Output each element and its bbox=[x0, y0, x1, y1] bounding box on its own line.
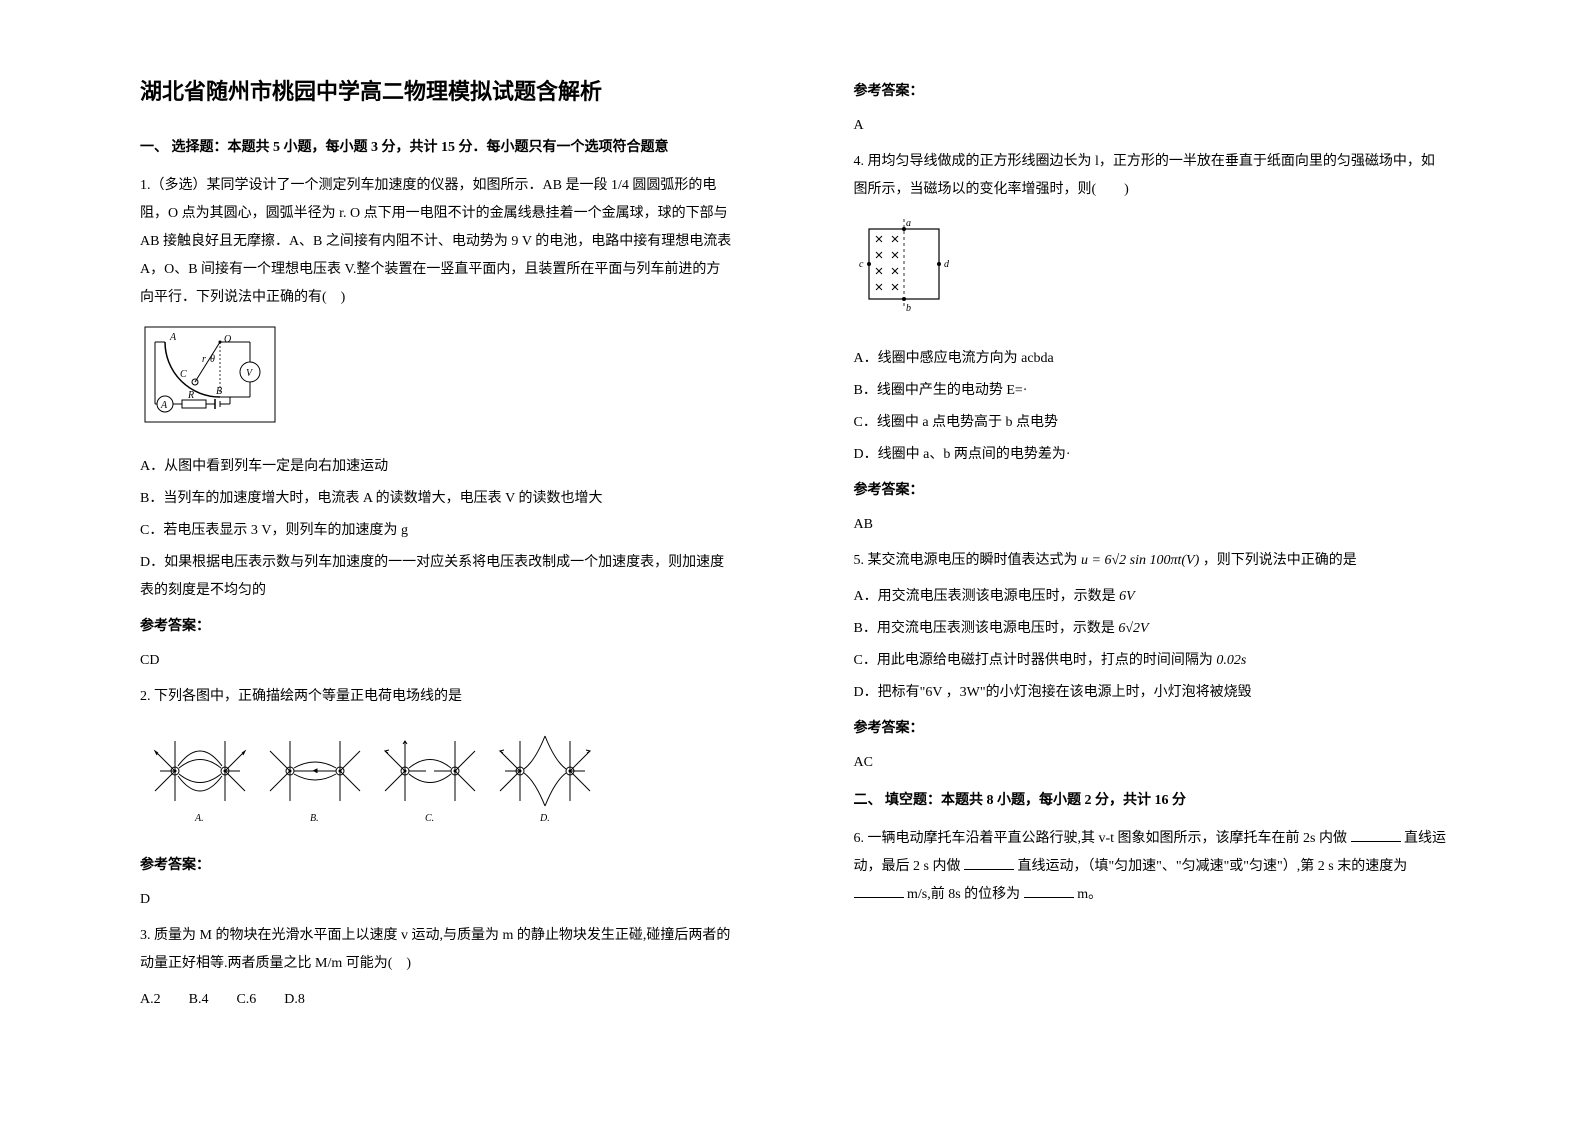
q2-stem: 2. 下列各图中，正确描绘两个等量正电荷电场线的是 bbox=[140, 683, 734, 711]
q3-opts: A.2 B.4 C.6 D.8 bbox=[140, 986, 734, 1014]
q3-answer-label: 参考答案： bbox=[854, 78, 1448, 106]
page-title: 湖北省随州市桃园中学高二物理模拟试题含解析 bbox=[140, 70, 734, 114]
label-C: C bbox=[180, 369, 187, 380]
q5-stem-prefix: 5. 某交流电源电压的瞬时值表达式为 bbox=[854, 553, 1082, 568]
q2-answer-label: 参考答案： bbox=[140, 852, 734, 880]
q5-optA: A．用交流电压表测该电源电压时，示数是 6V bbox=[854, 583, 1448, 611]
q5-optA-val: 6V bbox=[1119, 589, 1135, 604]
q4-optB: B．线圈中产生的电动势 E=· bbox=[854, 377, 1448, 405]
q4-figure: a b c d bbox=[854, 214, 1448, 335]
label-B: B bbox=[216, 386, 222, 397]
q4-optC: C．线圈中 a 点电势高于 b 点电势 bbox=[854, 409, 1448, 437]
q5-answer: AC bbox=[854, 749, 1448, 777]
right-column: 参考答案： A 4. 用均匀导线做成的正方形线圈边长为 l，正方形的一半放在垂直… bbox=[794, 50, 1488, 1082]
q1-figure: O A B C r θ V A R bbox=[140, 322, 734, 443]
q5-formula: u = 6√2 sin 100πt(V) bbox=[1081, 553, 1199, 568]
label-R: R bbox=[187, 390, 194, 401]
label-r: r bbox=[202, 354, 206, 365]
q6-part5: m。 bbox=[1077, 887, 1102, 902]
blank-2 bbox=[964, 856, 1014, 870]
q6: 6. 一辆电动摩托车沿着平直公路行驶,其 v-t 图象如图所示，该摩托车在前 2… bbox=[854, 825, 1448, 909]
q5-optB: B．用交流电压表测该电源电压时，示数是 6√2V bbox=[854, 615, 1448, 643]
q4-optA: A．线圈中感应电流方向为 acbda bbox=[854, 345, 1448, 373]
q3-answer: A bbox=[854, 112, 1448, 140]
q2-answer: D bbox=[140, 886, 734, 914]
fig2-label-B: B. bbox=[310, 813, 319, 824]
label-c: c bbox=[859, 259, 864, 270]
q5-optC-val: 0.02s bbox=[1216, 653, 1246, 668]
q1-optB: B．当列车的加速度增大时，电流表 A 的读数增大，电压表 V 的读数也增大 bbox=[140, 485, 734, 513]
label-a: a bbox=[906, 218, 911, 229]
label-theta: θ bbox=[210, 354, 215, 365]
q5-optA-prefix: A．用交流电压表测该电源电压时，示数是 bbox=[854, 589, 1116, 604]
voltmeter-icon: V bbox=[246, 368, 254, 379]
label-d: d bbox=[944, 259, 950, 270]
q4-answer-label: 参考答案： bbox=[854, 477, 1448, 505]
q6-part1: 6. 一辆电动摩托车沿着平直公路行驶,其 v-t 图象如图所示，该摩托车在前 2… bbox=[854, 831, 1348, 846]
q1-optD: D．如果根据电压表示数与列车加速度的一一对应关系将电压表改制成一个加速度表，则加… bbox=[140, 549, 734, 605]
q5-answer-label: 参考答案： bbox=[854, 715, 1448, 743]
fig2-label-A: A. bbox=[194, 813, 204, 824]
fig2-label-C: C. bbox=[425, 813, 434, 824]
q4-stem: 4. 用均匀导线做成的正方形线圈边长为 l，正方形的一半放在垂直于纸面向里的匀强… bbox=[854, 148, 1448, 204]
blank-4 bbox=[1024, 884, 1074, 898]
fig2-label-D: D. bbox=[539, 813, 550, 824]
q1-answer-label: 参考答案： bbox=[140, 613, 734, 641]
q5-stem: 5. 某交流电源电压的瞬时值表达式为 u = 6√2 sin 100πt(V) … bbox=[854, 547, 1448, 575]
q5-optB-prefix: B．用交流电压表测该电源电压时，示数是 bbox=[854, 621, 1119, 636]
q5-optD: D．把标有"6V ，3W"的小灯泡接在该电源上时，小灯泡将被烧毁 bbox=[854, 679, 1448, 707]
q4-optD: D．线圈中 a、b 两点间的电势差为· bbox=[854, 441, 1448, 469]
q5-optC-prefix: C．用此电源给电磁打点计时器供电时，打点的时间间隔为 bbox=[854, 653, 1213, 668]
q5-optB-val: 6√2V bbox=[1118, 621, 1148, 636]
blank-3 bbox=[854, 884, 904, 898]
q1-answer: CD bbox=[140, 647, 734, 675]
q1-optC: C．若电压表显示 3 V，则列车的加速度为 g bbox=[140, 517, 734, 545]
q1-stem: 1.（多选）某同学设计了一个测定列车加速度的仪器，如图所示．AB 是一段 1/4… bbox=[140, 172, 734, 312]
q5-stem-suffix: ，则下列说法中正确的是 bbox=[1203, 553, 1357, 568]
q6-part4: m/s,前 8s 的位移为 bbox=[907, 887, 1020, 902]
label-b: b bbox=[906, 303, 911, 314]
section2-header: 二、 填空题：本题共 8 小题，每小题 2 分，共计 16 分 bbox=[854, 787, 1448, 815]
q4-answer: AB bbox=[854, 511, 1448, 539]
label-A: A bbox=[169, 332, 177, 343]
left-column: 湖北省随州市桃园中学高二物理模拟试题含解析 一、 选择题：本题共 5 小题，每小… bbox=[100, 50, 794, 1082]
q3-stem: 3. 质量为 M 的物块在光滑水平面上以速度 v 运动,与质量为 m 的静止物块… bbox=[140, 922, 734, 978]
section1-header: 一、 选择题：本题共 5 小题，每小题 3 分，共计 15 分．每小题只有一个选… bbox=[140, 134, 734, 162]
q2-figure: A. B. bbox=[140, 721, 734, 842]
q6-part3: 直线运动，（填"匀加速"、"匀减速"或"匀速"）,第 2 s 末的速度为 bbox=[1017, 859, 1407, 874]
label-O: O bbox=[224, 334, 231, 345]
ammeter-icon: A bbox=[160, 400, 168, 411]
q1-optA: A．从图中看到列车一定是向右加速运动 bbox=[140, 453, 734, 481]
q5-optC: C．用此电源给电磁打点计时器供电时，打点的时间间隔为 0.02s bbox=[854, 647, 1448, 675]
blank-1 bbox=[1351, 828, 1401, 842]
